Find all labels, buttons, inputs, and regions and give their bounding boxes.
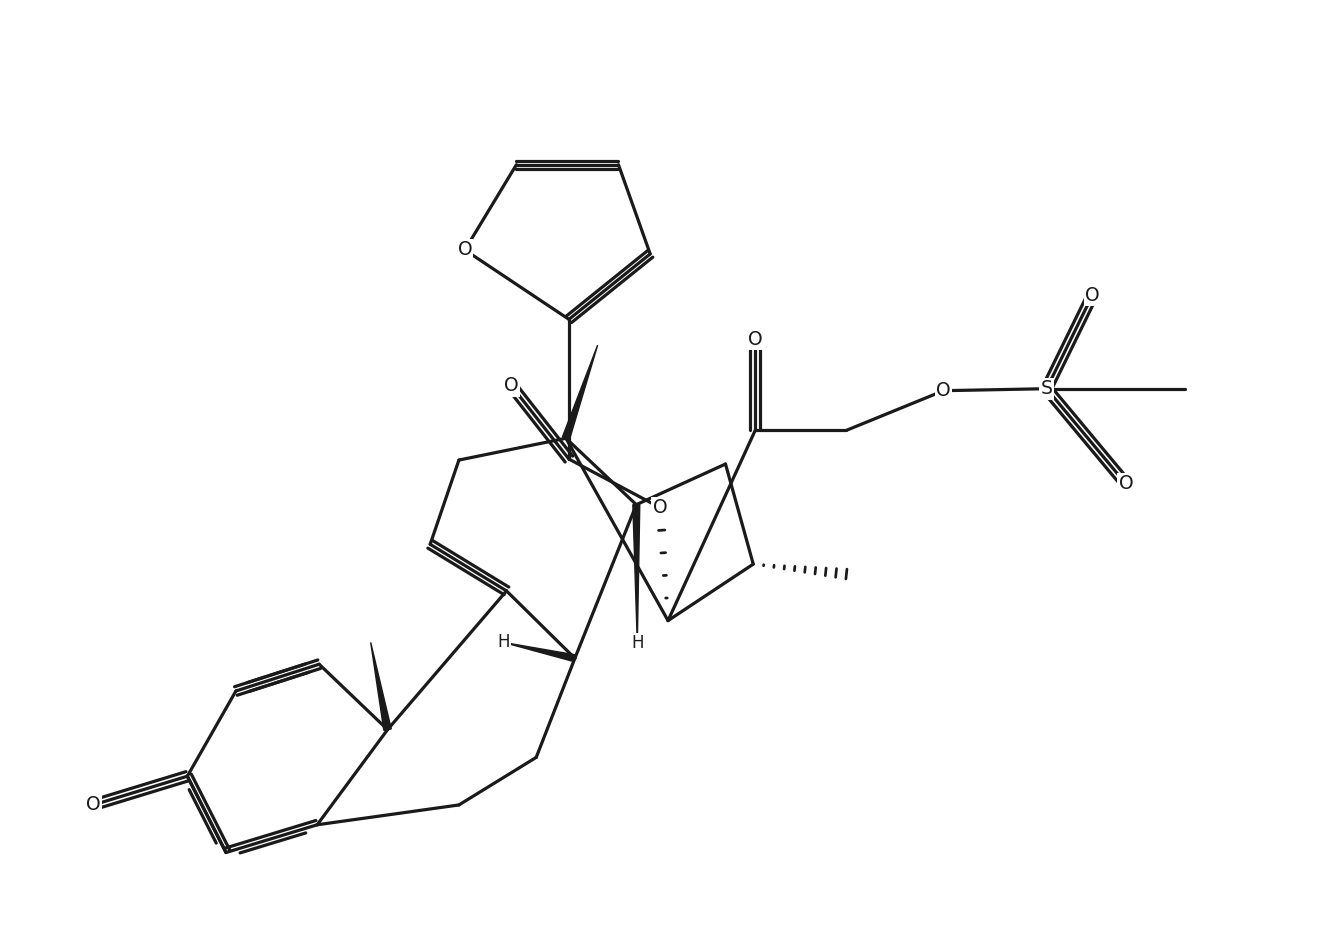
Text: O: O [458, 240, 472, 260]
Polygon shape [633, 504, 640, 644]
Text: H: H [498, 633, 510, 651]
Text: O: O [747, 330, 762, 348]
Text: H: H [631, 634, 644, 653]
Text: O: O [1119, 474, 1133, 493]
Polygon shape [562, 345, 597, 440]
Text: O: O [1084, 286, 1099, 305]
Polygon shape [370, 643, 392, 730]
Text: O: O [937, 381, 951, 400]
Text: O: O [505, 376, 519, 395]
Text: O: O [652, 498, 667, 517]
Text: S: S [1040, 379, 1052, 398]
Text: O: O [86, 796, 101, 814]
Polygon shape [503, 643, 576, 661]
